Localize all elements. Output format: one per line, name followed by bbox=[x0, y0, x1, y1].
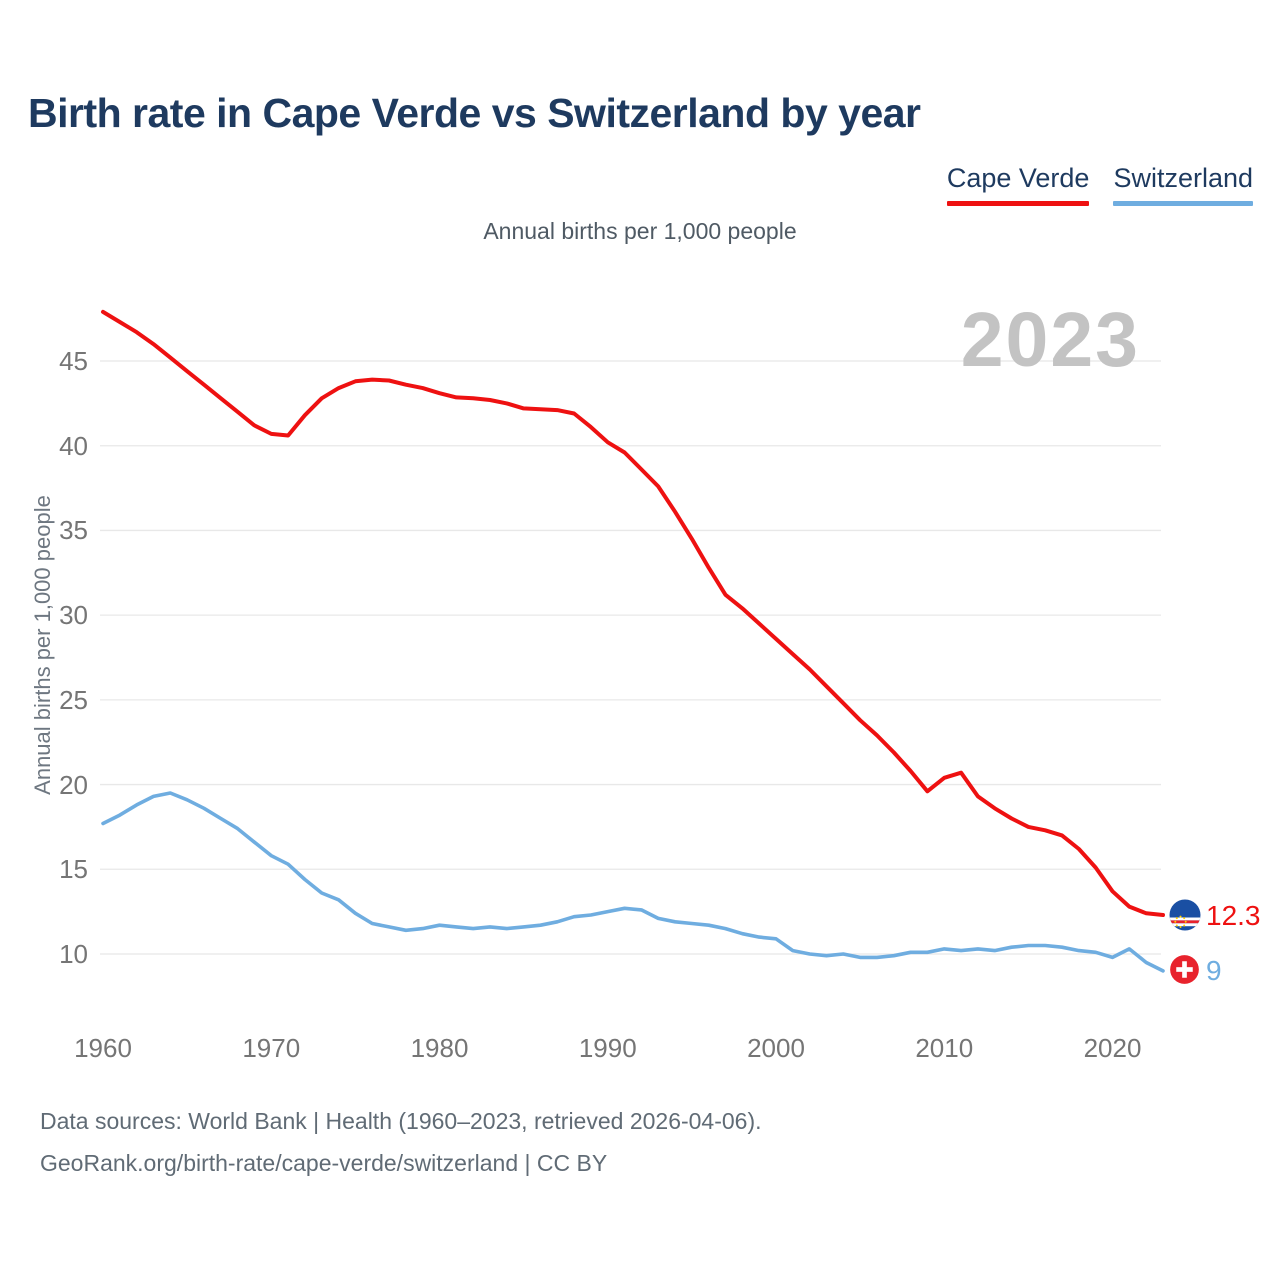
y-tick-label: 15 bbox=[59, 854, 88, 885]
legend-label-cape-verde: Cape Verde bbox=[946, 163, 1090, 193]
legend-underline-cape-verde bbox=[946, 201, 1090, 206]
cape-verde-flag-icon bbox=[1167, 897, 1203, 938]
source-url-line: GeoRank.org/birth-rate/cape-verde/switze… bbox=[40, 1150, 608, 1176]
x-tick-label: 1990 bbox=[578, 1033, 637, 1063]
legend-item-cape-verde[interactable]: Cape Verde bbox=[946, 163, 1090, 206]
switzerland-end-value: 9 bbox=[1206, 955, 1222, 986]
x-tick-label: 1980 bbox=[410, 1033, 469, 1063]
y-tick-label: 20 bbox=[59, 769, 88, 800]
chart-subtitle: Annual births per 1,000 people bbox=[483, 218, 797, 244]
x-tick-label: 2000 bbox=[747, 1033, 805, 1063]
data-sources-line: Data sources: World Bank | Health (1960–… bbox=[40, 1108, 762, 1134]
y-tick-label: 25 bbox=[59, 684, 88, 715]
x-tick-label: 1960 bbox=[74, 1033, 132, 1063]
y-tick-label: 40 bbox=[59, 430, 88, 461]
legend-underline-switzerland bbox=[1113, 201, 1253, 206]
x-tick-label: 2020 bbox=[1083, 1033, 1142, 1063]
switzerland-flag-icon bbox=[1168, 953, 1201, 991]
x-tick-label: 1970 bbox=[242, 1033, 301, 1063]
cape-verde-end-value: 12.3 bbox=[1206, 900, 1261, 931]
legend-item-switzerland[interactable]: Switzerland bbox=[1113, 163, 1253, 206]
y-tick-label: 45 bbox=[59, 346, 88, 376]
page-title: Birth rate in Cape Verde vs Switzerland … bbox=[28, 90, 921, 136]
y-tick-label: 30 bbox=[59, 600, 88, 631]
series-line-switzerland bbox=[101, 791, 1165, 973]
legend: Cape Verde Switzerland bbox=[946, 163, 1253, 206]
y-tick-label: 10 bbox=[59, 939, 88, 969]
footer-attribution: Data sources: World Bank | Health (1960–… bbox=[40, 1100, 762, 1184]
x-tick-label: 2010 bbox=[915, 1033, 974, 1063]
y-tick-label: 35 bbox=[59, 515, 88, 546]
watermark-year: 2023 bbox=[960, 297, 1140, 383]
series-line-cape-verde bbox=[101, 309, 1165, 917]
legend-label-switzerland: Switzerland bbox=[1113, 163, 1253, 193]
